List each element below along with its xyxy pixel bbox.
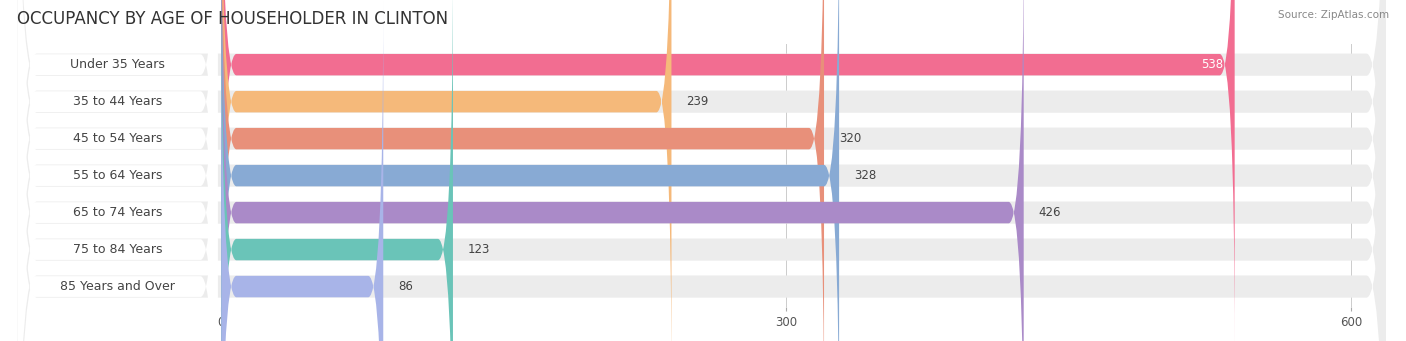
FancyBboxPatch shape xyxy=(18,0,218,341)
Text: 86: 86 xyxy=(398,280,413,293)
FancyBboxPatch shape xyxy=(18,0,1385,341)
FancyBboxPatch shape xyxy=(18,0,1385,341)
FancyBboxPatch shape xyxy=(18,0,1385,341)
FancyBboxPatch shape xyxy=(18,0,1385,341)
Text: 65 to 74 Years: 65 to 74 Years xyxy=(73,206,162,219)
Text: 320: 320 xyxy=(839,132,862,145)
Text: 75 to 84 Years: 75 to 84 Years xyxy=(73,243,163,256)
Text: 123: 123 xyxy=(468,243,491,256)
Text: 538: 538 xyxy=(1201,58,1223,71)
FancyBboxPatch shape xyxy=(18,0,218,341)
FancyBboxPatch shape xyxy=(18,0,218,341)
FancyBboxPatch shape xyxy=(221,0,839,341)
FancyBboxPatch shape xyxy=(221,0,824,341)
Text: 328: 328 xyxy=(855,169,876,182)
Text: 85 Years and Over: 85 Years and Over xyxy=(60,280,176,293)
Text: 35 to 44 Years: 35 to 44 Years xyxy=(73,95,162,108)
Text: 45 to 54 Years: 45 to 54 Years xyxy=(73,132,162,145)
FancyBboxPatch shape xyxy=(221,1,384,341)
Text: OCCUPANCY BY AGE OF HOUSEHOLDER IN CLINTON: OCCUPANCY BY AGE OF HOUSEHOLDER IN CLINT… xyxy=(17,10,449,28)
Text: Source: ZipAtlas.com: Source: ZipAtlas.com xyxy=(1278,10,1389,20)
FancyBboxPatch shape xyxy=(18,0,1385,341)
FancyBboxPatch shape xyxy=(18,0,1385,341)
Text: 55 to 64 Years: 55 to 64 Years xyxy=(73,169,162,182)
Text: 239: 239 xyxy=(686,95,709,108)
FancyBboxPatch shape xyxy=(18,0,218,341)
FancyBboxPatch shape xyxy=(221,0,453,341)
FancyBboxPatch shape xyxy=(18,0,218,341)
FancyBboxPatch shape xyxy=(18,0,218,341)
FancyBboxPatch shape xyxy=(18,0,218,341)
Text: 426: 426 xyxy=(1039,206,1062,219)
FancyBboxPatch shape xyxy=(221,0,1024,341)
FancyBboxPatch shape xyxy=(221,0,672,341)
FancyBboxPatch shape xyxy=(221,0,1234,341)
Text: Under 35 Years: Under 35 Years xyxy=(70,58,165,71)
FancyBboxPatch shape xyxy=(18,0,1385,341)
